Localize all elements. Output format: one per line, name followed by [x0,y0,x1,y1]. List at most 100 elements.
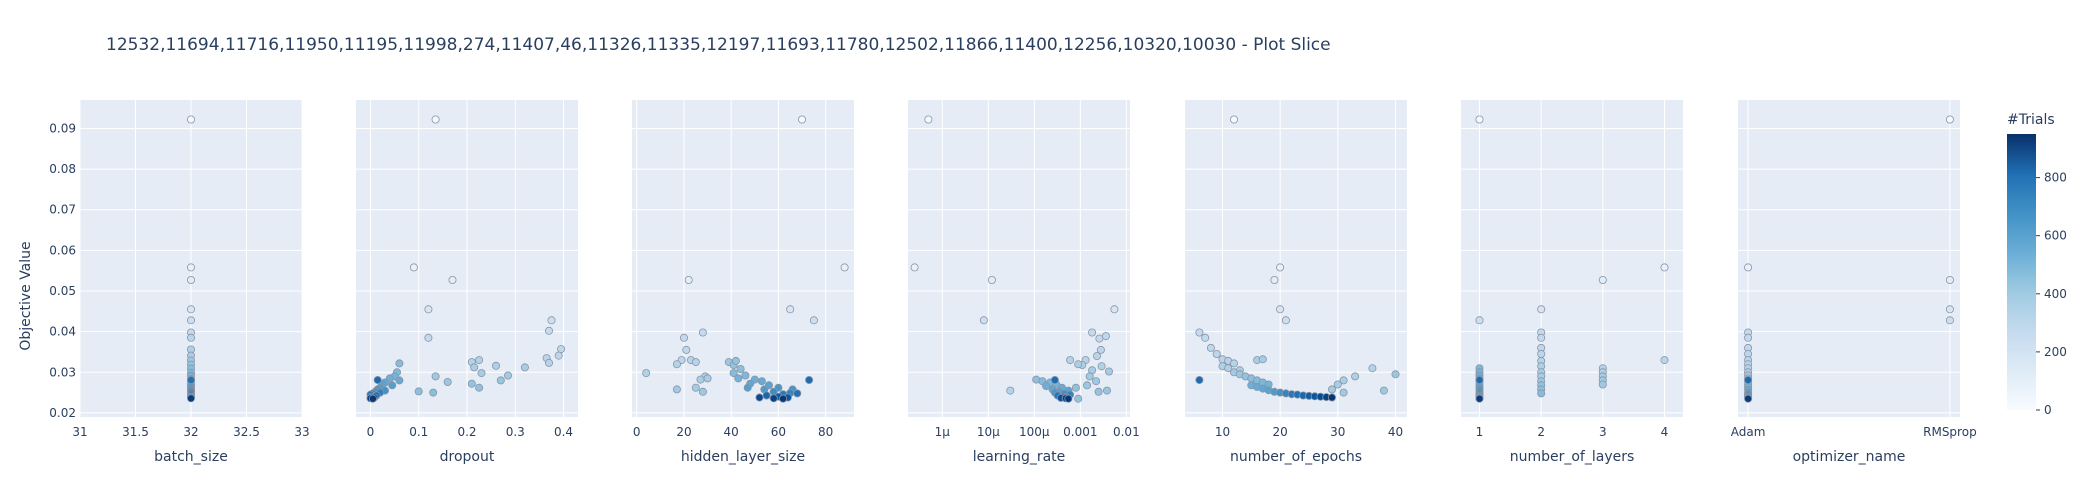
data-point [409,263,418,272]
data-point [443,377,452,386]
x-axis-label: optimizer_name [1793,449,1906,465]
data-point [475,383,484,392]
x-tick-label: 32 [183,425,198,439]
panel-number_of_epochs: 10 20 30 40 number_of_epochs [1185,100,1407,465]
panel-dropout: 0 0.1 0.2 0.3 0.4 dropout [356,100,578,465]
data-point [186,333,195,342]
data-point [1276,263,1285,272]
data-point [779,394,788,403]
data-point [1537,305,1546,314]
data-point [424,305,433,314]
x-tick-label: 30 [1330,425,1345,439]
data-point [786,305,795,314]
data-point [691,383,700,392]
data-point [1074,394,1083,403]
data-point [186,115,195,124]
data-point [696,375,705,384]
data-point [1368,364,1377,373]
data-point [793,389,802,398]
data-point [672,360,681,369]
data-point [1097,362,1106,371]
colorbar-gradient [2007,134,2036,410]
data-point [703,374,712,383]
data-point [1598,275,1607,284]
data-point [1042,382,1051,391]
data-point [496,376,505,385]
y-tick-label: 0.07 [49,203,76,217]
data-point [1212,349,1221,358]
data-point [743,383,752,392]
data-point [1224,364,1233,373]
data-point [431,372,440,381]
data-point [1339,388,1348,397]
y-tick-label: 0.06 [49,243,76,257]
data-point [545,326,554,335]
data-point [1088,328,1097,337]
data-point [1744,263,1753,272]
data-point [1475,394,1484,403]
data-point [470,363,479,372]
data-point [491,361,500,370]
data-point [186,305,195,314]
data-point [1660,356,1669,365]
x-tick-label: 1 [1476,425,1484,439]
x-tick-label: 31 [72,425,87,439]
x-axis-label: learning_rate [973,449,1066,465]
x-axis-label: number_of_layers [1510,449,1635,465]
x-tick-label: 40 [1388,425,1403,439]
x-tick-label: 1µ [935,425,951,439]
data-point [684,275,693,284]
data-point [1064,394,1073,403]
x-tick-label: 0 [367,425,375,439]
data-point [755,393,764,402]
data-point [736,364,745,373]
data-point [1074,360,1083,369]
plot-background [1461,100,1683,417]
data-point [373,375,382,384]
panel-hidden_layer_size: 0 20 40 60 80 hidden_layer_size [632,100,854,465]
data-point [1945,275,1954,284]
data-point [682,345,691,354]
y-tick-label: 0.09 [49,121,76,135]
data-point [987,275,996,284]
data-point [186,375,195,384]
data-point [1379,386,1388,395]
data-point [1744,394,1753,403]
x-tick-label: 32.5 [233,425,260,439]
data-point [1103,386,1112,395]
data-point [1744,375,1753,384]
data-point [1328,385,1337,394]
data-point [1945,316,1954,325]
colorbar-tick-label: 800 [2044,171,2067,185]
data-point [734,374,743,383]
data-point [698,328,707,337]
data-point [388,381,397,390]
data-point [1339,376,1348,385]
data-point [545,358,554,367]
colorbar-tick-label: 400 [2044,287,2067,301]
data-point [1201,333,1210,342]
data-point [1206,343,1215,352]
data-point [1391,370,1400,379]
data-point [1258,355,1267,364]
x-tick-label: RMSprop [1923,425,1977,439]
chart-title: 12532,11694,11716,11950,11195,11998,274,… [106,35,1331,55]
x-tick-label: 10 [1215,425,1230,439]
data-point [1328,393,1337,402]
x-axis-label: hidden_layer_size [681,449,805,465]
y-axis-label: Objective Value [18,241,34,350]
data-point [1475,115,1484,124]
data-point [1071,383,1080,392]
data-point [691,358,700,367]
data-point [429,388,438,397]
data-point [672,385,681,394]
colorbar-title: #Trials [2007,112,2055,128]
colorbar: #Trials 0 200 400 600 800 [2007,112,2067,417]
x-tick-label: 10µ [977,425,1000,439]
data-point [1050,375,1059,384]
data-point [1333,380,1342,389]
data-point [520,363,529,372]
data-point [395,359,404,368]
data-point [547,316,556,325]
